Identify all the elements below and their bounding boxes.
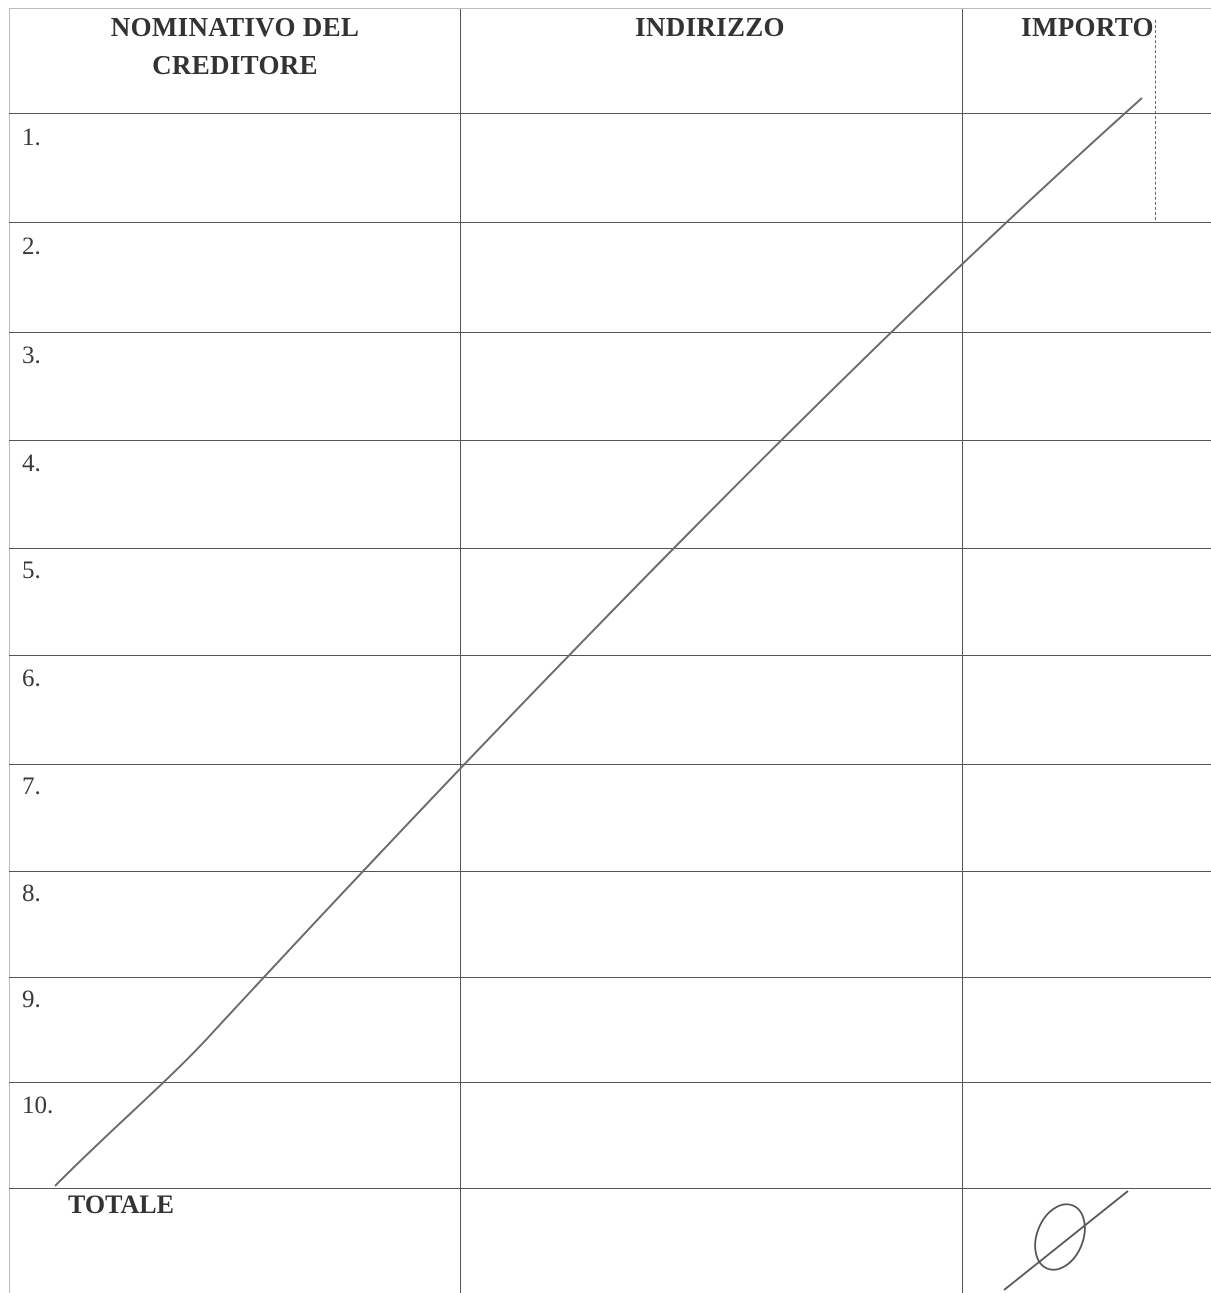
row-number: 6.: [22, 665, 41, 692]
row-line-7: [9, 871, 1211, 872]
diagonal-strike-line: [54, 97, 1143, 1187]
row-line-2: [9, 332, 1211, 333]
header-creditor: NOMINATIVO DEL CREDITORE: [20, 8, 450, 84]
total-label: TOTALE: [68, 1190, 174, 1219]
header-amount: IMPORTO: [1021, 12, 1154, 42]
row-line-8: [9, 977, 1211, 978]
row-number: 2.: [22, 233, 41, 260]
header-bottom-line: [9, 113, 1211, 114]
row-number: 7.: [22, 773, 41, 800]
header-address: INDIRIZZO: [635, 12, 785, 42]
row-line-9: [9, 1082, 1211, 1083]
row-number: 10.: [22, 1092, 54, 1119]
row-line-1: [9, 222, 1211, 223]
column-divider-2: [962, 8, 963, 1293]
row-line-6: [9, 764, 1211, 765]
row-line-5: [9, 655, 1211, 656]
row-line-4: [9, 548, 1211, 549]
header-creditor-line2: CREDITORE: [152, 50, 318, 80]
row-number: 1.: [22, 124, 41, 151]
row-number: 3.: [22, 342, 41, 369]
row-number: 4.: [22, 450, 41, 477]
row-number: 5.: [22, 557, 41, 584]
row-number: 8.: [22, 880, 41, 907]
amount-dashed-divider: [1155, 20, 1157, 220]
column-divider-1: [460, 8, 461, 1293]
zero-mark: [1034, 1203, 1086, 1271]
row-number: 9.: [22, 986, 41, 1013]
header-creditor-line1: NOMINATIVO DEL: [110, 12, 360, 42]
row-line-3: [9, 440, 1211, 441]
row-line-10: [9, 1188, 1211, 1189]
zero-slash-mark: [1003, 1190, 1129, 1291]
column-divider-left: [9, 8, 10, 1293]
header-top-line: [9, 8, 1211, 9]
